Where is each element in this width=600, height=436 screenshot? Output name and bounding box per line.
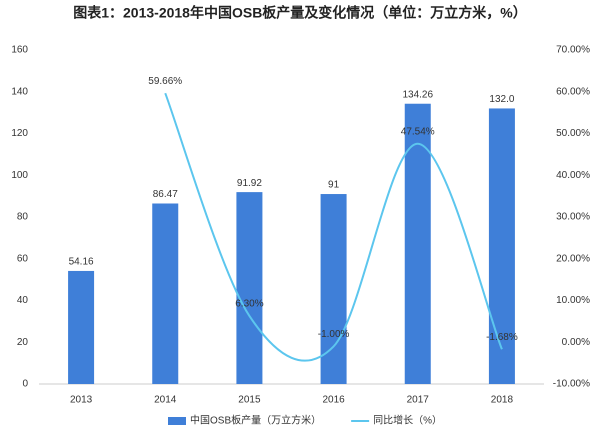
y-tick-label: 60 <box>17 253 29 264</box>
line <box>164 92 503 362</box>
line-value-label: 6.30% <box>235 299 263 310</box>
bar <box>152 203 179 384</box>
y2-tick-label: 60.00% <box>556 86 590 97</box>
x-tick-label: 2018 <box>491 395 514 406</box>
y-tick-label: 160 <box>11 45 28 56</box>
x-tick-label: 2017 <box>407 395 430 406</box>
y-tick-label: 120 <box>11 128 28 139</box>
legend-label: 同比增长（%） <box>373 414 442 427</box>
line-value-label: -1.00% <box>318 329 350 340</box>
y2-tick-label: 30.00% <box>556 212 590 223</box>
bar <box>236 192 263 384</box>
y2-tick-label: 50.00% <box>556 128 590 139</box>
x-tick-label: 2014 <box>154 395 177 406</box>
y2-tick-label: -10.00% <box>553 379 590 390</box>
legend-swatch <box>168 417 186 425</box>
y-tick-label: 40 <box>17 295 29 306</box>
y-tick-label: 140 <box>11 86 28 97</box>
y2-tick-label: 0.00% <box>562 337 590 348</box>
bar-value-label: 91 <box>328 180 340 191</box>
bar-value-label: 134.26 <box>402 89 433 100</box>
x-tick-label: 2016 <box>322 395 345 406</box>
y-tick-label: 80 <box>17 212 29 223</box>
y2-tick-label: 10.00% <box>556 295 590 306</box>
y2-tick-label: 70.00% <box>556 45 590 56</box>
line-value-label: -1.68% <box>486 332 518 343</box>
y-tick-label: 100 <box>11 170 28 181</box>
chart-title: 图表1：2013-2018年中国OSB板产量及变化情况（单位：万立方米，%） <box>73 5 527 21</box>
x-tick-label: 2013 <box>70 395 93 406</box>
y2-tick-label: 20.00% <box>556 253 590 264</box>
legend-label: 中国OSB板产量（万立方米） <box>190 414 321 427</box>
line-value-label: 59.66% <box>148 76 182 87</box>
bar-value-label: 132.0 <box>489 94 514 105</box>
bar <box>488 108 515 384</box>
bar <box>68 270 95 384</box>
bar-value-label: 86.47 <box>153 189 178 200</box>
bar <box>320 194 347 384</box>
bar-value-label: 91.92 <box>237 178 262 189</box>
line-value-label: 47.54% <box>401 126 435 137</box>
y-tick-label: 0 <box>22 379 28 390</box>
bar-value-label: 54.16 <box>69 257 94 268</box>
y2-tick-label: 40.00% <box>556 170 590 181</box>
x-tick-label: 2015 <box>238 395 261 406</box>
y-tick-label: 20 <box>17 337 29 348</box>
bar <box>404 103 431 385</box>
